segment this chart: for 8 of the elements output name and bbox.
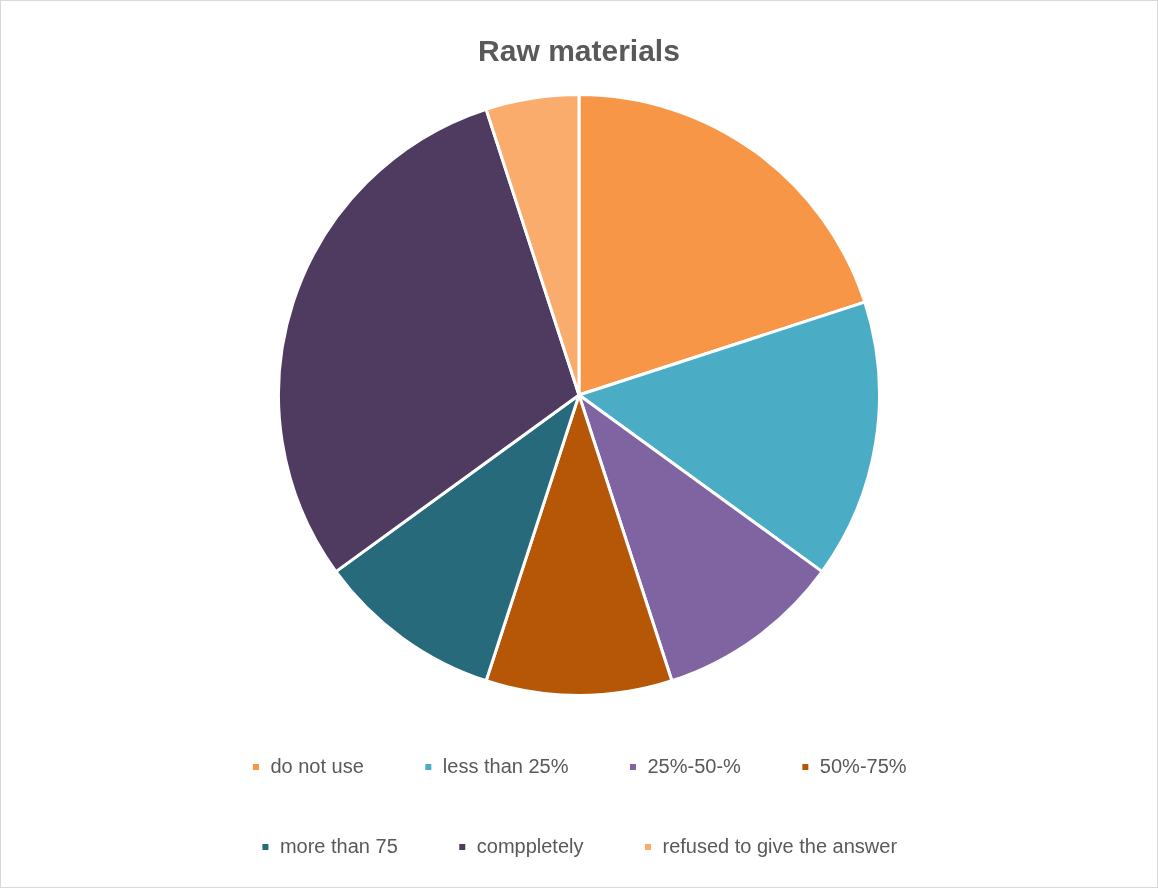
- legend-label: refused to give the answer: [662, 834, 898, 857]
- legend-label: 25%-50-%: [647, 754, 742, 777]
- legend-label: more than 75: [279, 834, 398, 857]
- legend-label: do not use: [270, 754, 364, 777]
- legend-label: comppletely: [476, 834, 584, 857]
- chart-title: Raw materials: [478, 34, 680, 68]
- legend-label: 50%-75%: [819, 754, 907, 777]
- legend-label: less than 25%: [442, 754, 569, 777]
